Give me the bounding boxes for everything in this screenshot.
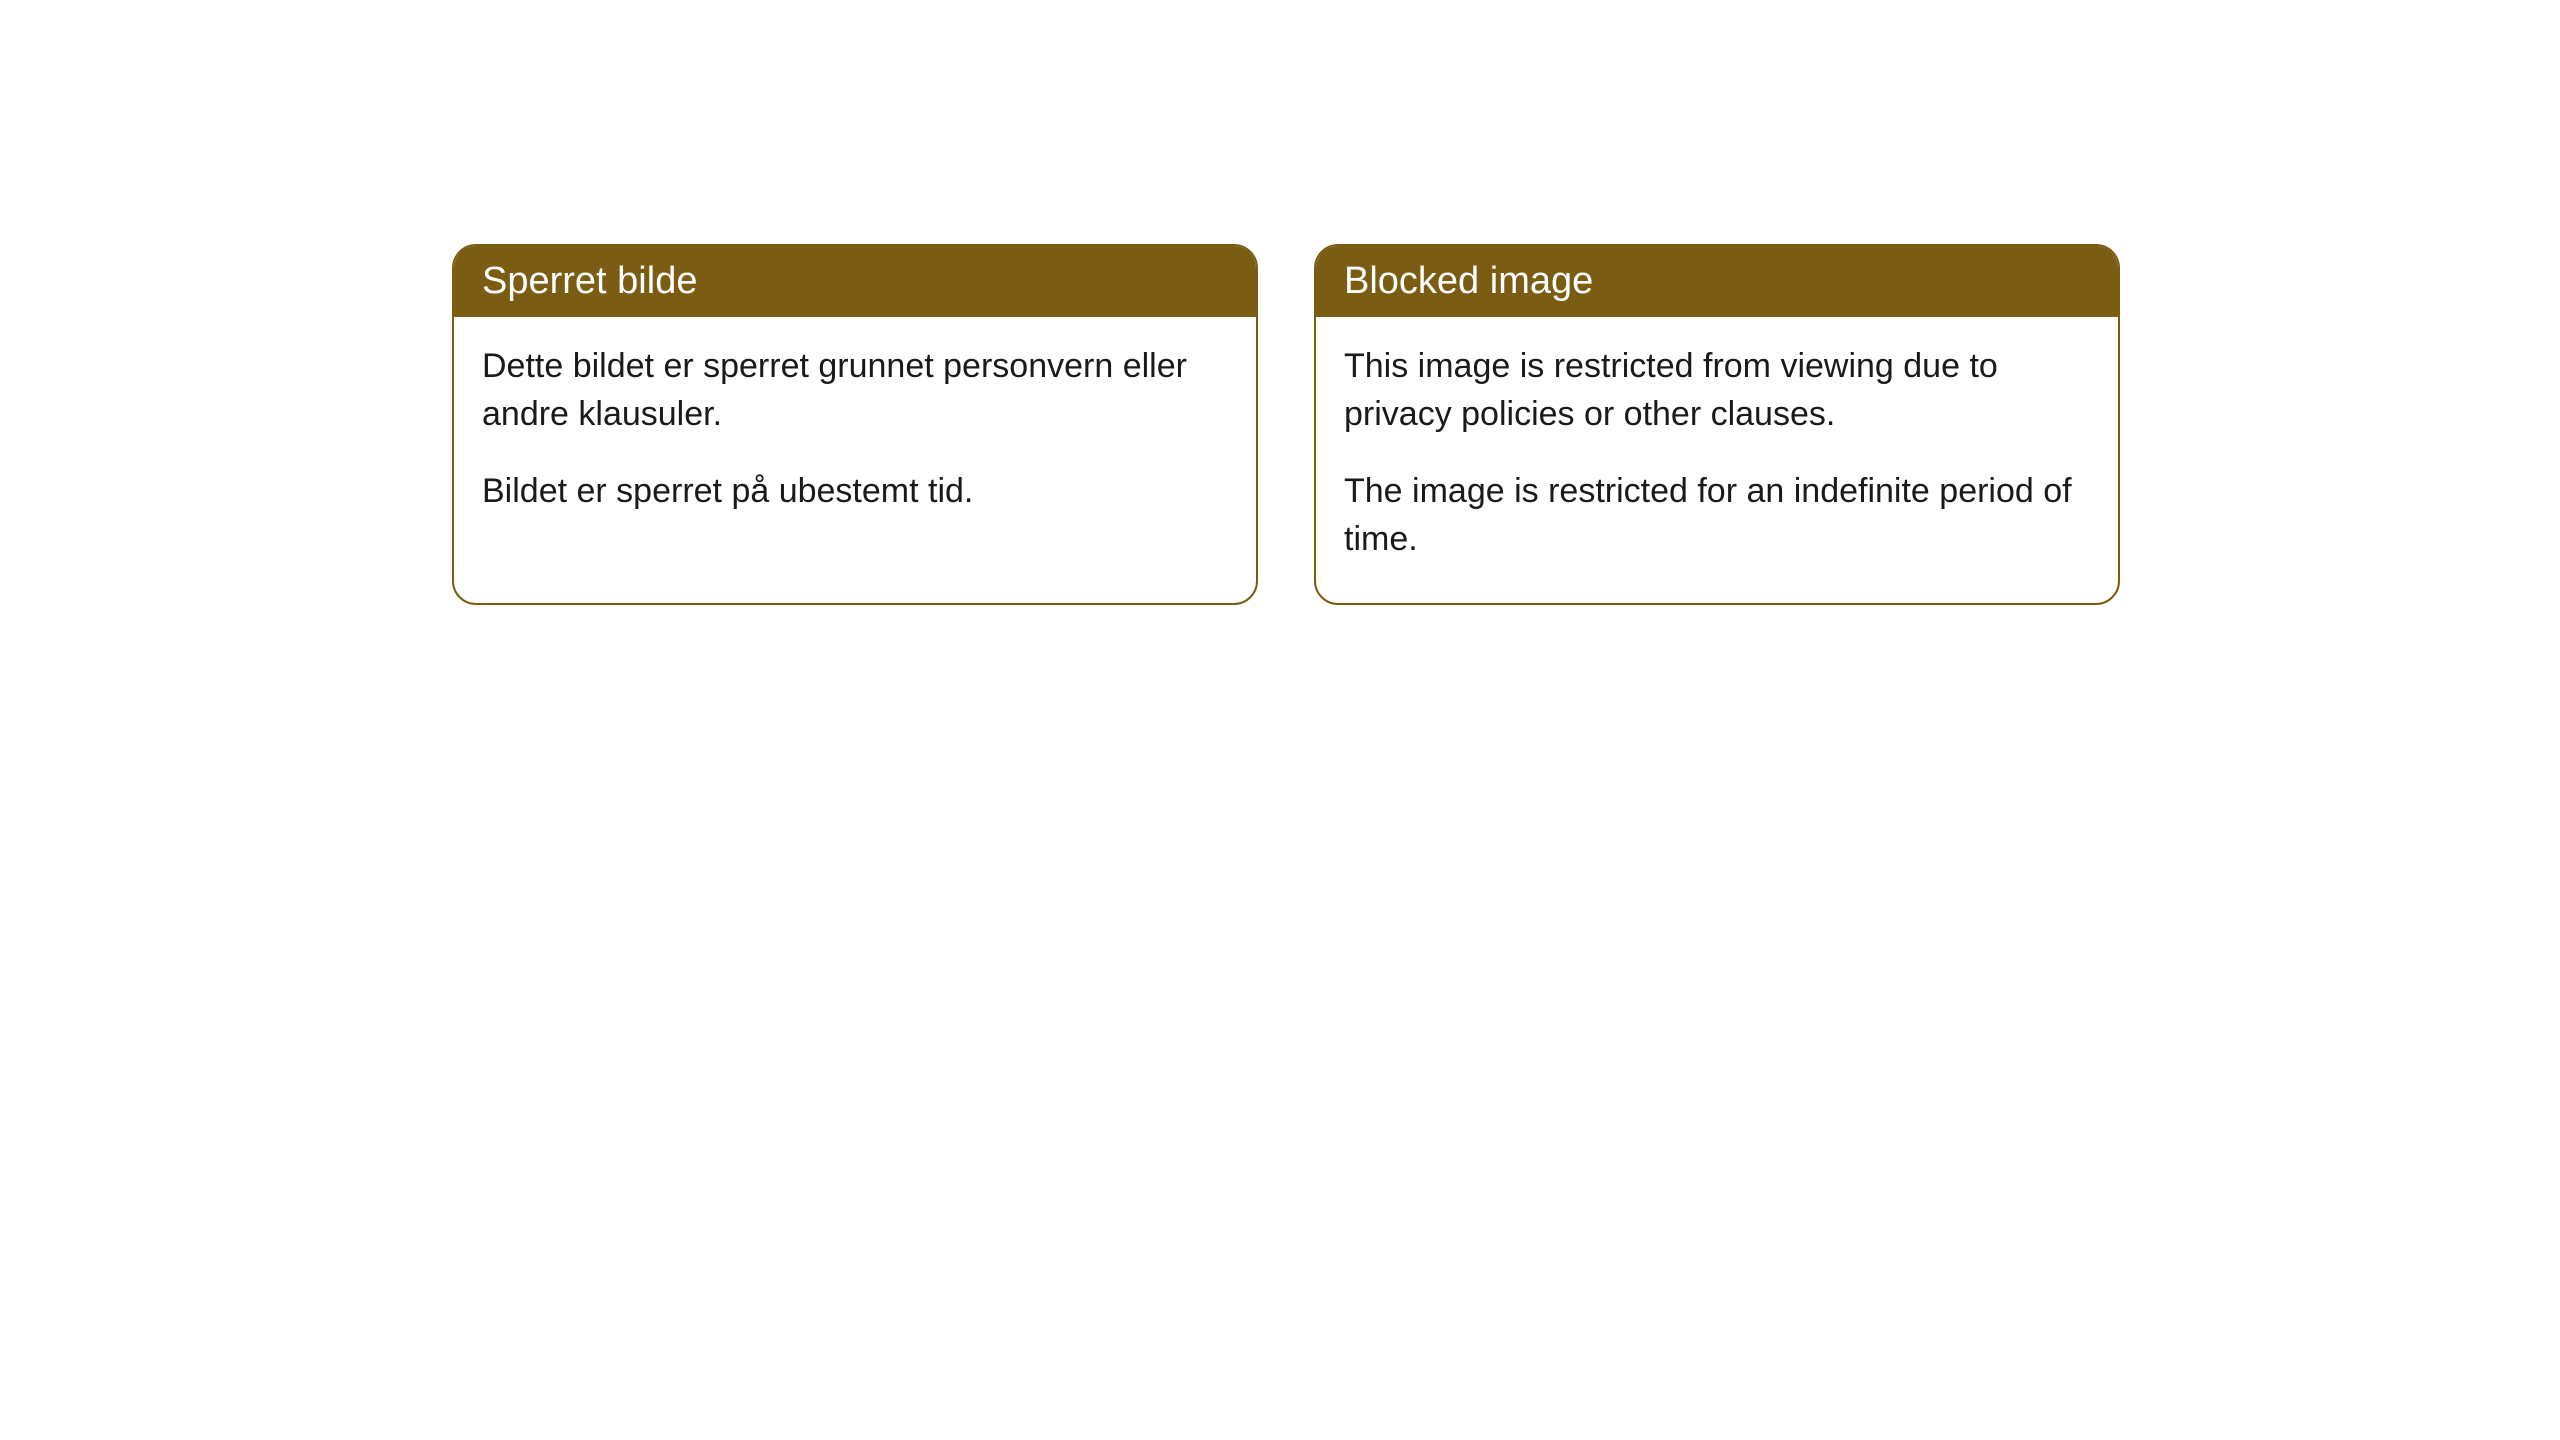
card-title: Blocked image — [1344, 260, 1593, 302]
notice-text-2: The image is restricted for an indefinit… — [1344, 468, 2090, 563]
card-title: Sperret bilde — [482, 260, 697, 302]
card-body-english: This image is restricted from viewing du… — [1316, 317, 2118, 603]
blocked-image-card-norwegian: Sperret bilde Dette bildet er sperret gr… — [452, 244, 1258, 605]
notice-container: Sperret bilde Dette bildet er sperret gr… — [0, 0, 2560, 605]
blocked-image-card-english: Blocked image This image is restricted f… — [1314, 244, 2120, 605]
notice-text-1: This image is restricted from viewing du… — [1344, 343, 2090, 438]
card-header-english: Blocked image — [1316, 246, 2118, 317]
card-body-norwegian: Dette bildet er sperret grunnet personve… — [454, 317, 1256, 556]
notice-text-2: Bildet er sperret på ubestemt tid. — [482, 468, 1228, 516]
card-header-norwegian: Sperret bilde — [454, 246, 1256, 317]
notice-text-1: Dette bildet er sperret grunnet personve… — [482, 343, 1228, 438]
